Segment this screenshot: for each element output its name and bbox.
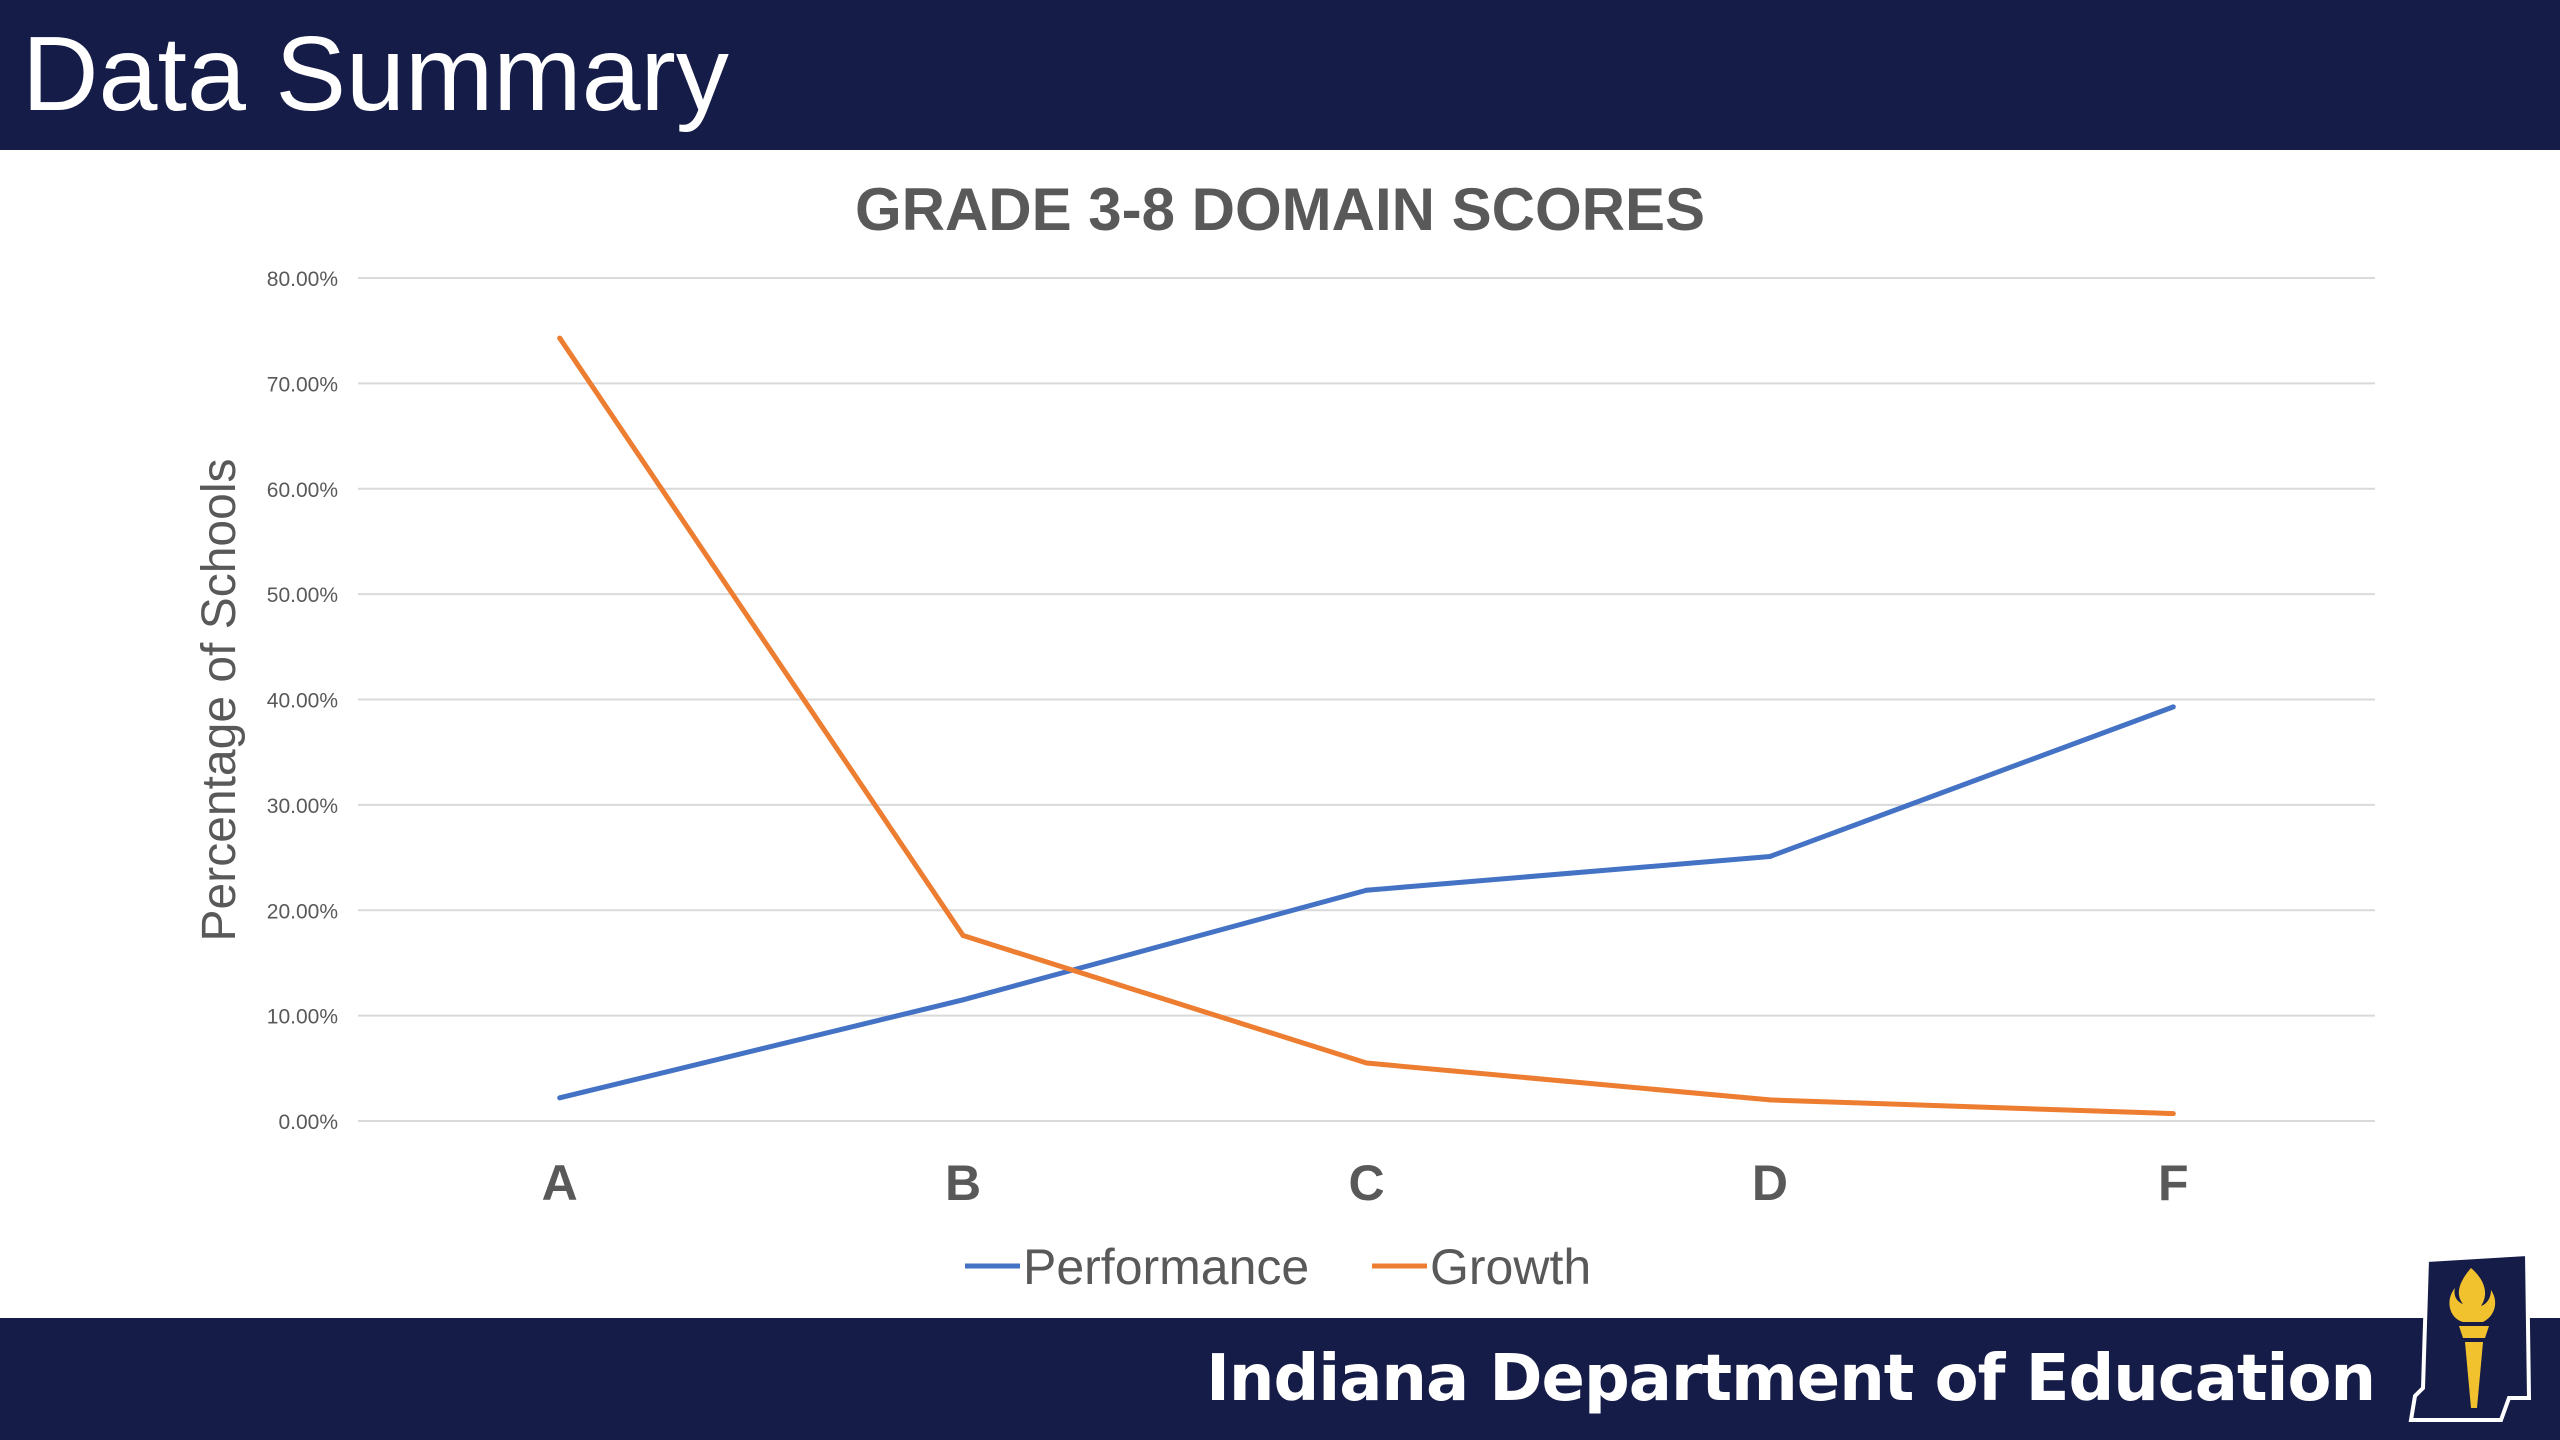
line-chart: GRADE 3-8 DOMAIN SCORES Percentage of Sc… (193, 176, 2375, 1295)
y-tick-label: 10.00% (267, 1006, 338, 1029)
gridlines (358, 277, 2375, 1122)
x-tick-label: C (1348, 1155, 1384, 1211)
x-tick-label: D (1752, 1155, 1788, 1211)
data-point-growth (557, 335, 563, 341)
data-point-performance (960, 997, 966, 1003)
y-tick-label: 70.00% (267, 373, 338, 396)
top-banner: Data Summary (0, 0, 2560, 150)
y-tick-label: 60.00% (267, 479, 338, 502)
data-point-performance (557, 1095, 563, 1101)
y-tick-label: 80.00% (267, 268, 338, 291)
data-point-growth (1364, 1060, 1369, 1066)
legend: Performance Growth (965, 1239, 1591, 1295)
chart-title: GRADE 3-8 DOMAIN SCORES (855, 176, 1705, 243)
y-axis-label: Percentage of Schools (193, 459, 246, 942)
y-tick-label: 30.00% (267, 795, 338, 818)
y-tick-label: 20.00% (267, 900, 338, 923)
series-line-performance (559, 704, 2175, 1101)
y-tick-label: 50.00% (267, 584, 338, 607)
footer-org-name: Indiana Department of Education (1206, 1342, 2376, 1416)
y-tick-label: 0.00% (278, 1111, 338, 1134)
x-tick-label: B (945, 1155, 981, 1211)
legend-label-performance: Performance (1023, 1239, 1309, 1295)
bottom-banner (0, 1318, 2560, 1440)
data-point-performance (1364, 887, 1369, 893)
data-point-performance (1767, 854, 1773, 860)
series-line-growth (557, 336, 2174, 1117)
x-tick-label: A (542, 1155, 578, 1211)
legend-label-growth: Growth (1430, 1239, 1591, 1295)
y-tick-label: 40.00% (267, 690, 338, 713)
data-point-performance (2170, 704, 2176, 710)
data-point-growth (960, 933, 966, 939)
data-point-growth (2170, 1111, 2176, 1117)
series-lines (557, 335, 2176, 1117)
y-tick-labels: 0.00% 10.00% 20.00% 30.00% 40.00% 50.00% 60.00… (267, 268, 338, 1134)
x-tick-label: F (2158, 1155, 2189, 1211)
data-point-growth (1767, 1097, 1773, 1103)
slide-title: Data Summary (22, 15, 729, 133)
indiana-torch-logo-icon (2408, 1251, 2532, 1422)
